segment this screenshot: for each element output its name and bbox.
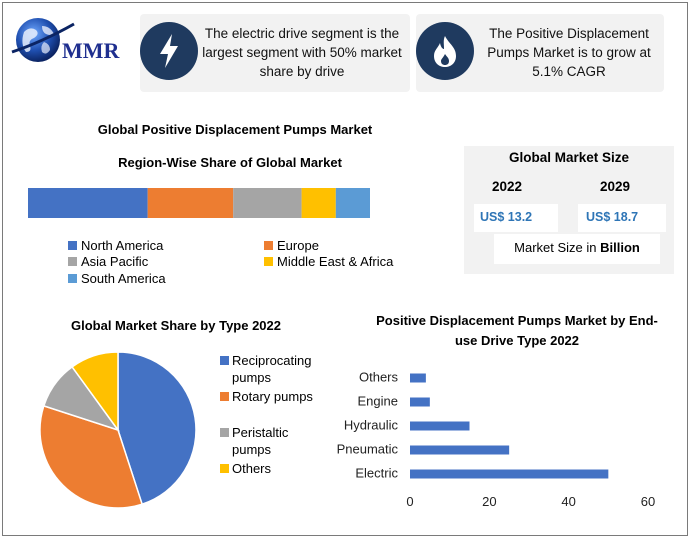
legend-swatch (220, 392, 229, 401)
pie-slice-3 (71, 351, 119, 433)
legend-swatch (68, 274, 77, 283)
x-tick-label: 20 (482, 494, 496, 509)
bar-0 (410, 373, 426, 383)
legend-swatch (220, 428, 229, 437)
pie-legend-reciprocating: Reciprocating pumps (220, 352, 322, 386)
legend-label: Middle East & Africa (277, 254, 394, 269)
pie-chart-title: Global Market Share by Type 2022 (70, 318, 281, 333)
legend-label: South America (81, 271, 166, 286)
globe-icon (11, 18, 75, 62)
legend-swatch (264, 241, 273, 250)
fact-card-electric-text: The electric drive segment is the larges… (202, 26, 402, 79)
market-size-value-2022-box: US$ 13.2 (474, 204, 558, 232)
fact-card-cagr: The Positive Displacement Pumps Market i… (416, 14, 664, 92)
pie-slice-1 (39, 404, 144, 509)
bar-category-label: Pneumatic (337, 442, 399, 457)
region-bar-segment-4 (335, 188, 370, 218)
legend-swatch (68, 257, 77, 266)
bar-category-label: Others (359, 370, 399, 385)
market-size-panel: Global Market Size 2022 2029 US$ 13.2 US… (464, 146, 674, 274)
x-tick-label: 60 (641, 494, 655, 509)
bar-chart-title: Positive Displacement Pumps Market by En… (376, 313, 658, 348)
type-pie-chart (39, 351, 197, 509)
legend-label: Asia Pacific (81, 254, 149, 269)
region-stacked-bar (28, 188, 370, 218)
market-size-title: Global Market Size (508, 150, 630, 165)
bar-3 (410, 445, 510, 455)
bar-4 (410, 469, 609, 479)
market-size-note-box: Market Size in Billion (494, 234, 660, 264)
legend-label: Rotary pumps (232, 389, 313, 404)
pie-legend-peristaltic: Peristaltic pumps (220, 424, 312, 458)
fact-card-cagr-text: The Positive Displacement Pumps Market i… (487, 26, 651, 79)
market-size-year-2022: 2022 (492, 179, 523, 194)
bar-category-label: Electric (355, 466, 398, 481)
legend-europe: Europe (264, 238, 319, 253)
legend-label: Reciprocating pumps (232, 353, 312, 385)
region-bar-segment-2 (233, 188, 302, 218)
pie-legend-others: Others (220, 460, 271, 477)
legend-swatch (264, 257, 273, 266)
market-size-value-2029: US$ 18.7 (586, 210, 639, 224)
bar-category-label: Hydraulic (344, 418, 399, 433)
x-tick-label: 40 (561, 494, 575, 509)
end-use-bar-chart: Others Engine Hydraulic Pneumatic Electric 0 2… (337, 370, 656, 510)
legend-swatch (220, 464, 229, 473)
logo-text: MMR (62, 38, 121, 63)
market-size-year-2029: 2029 (600, 179, 631, 194)
legend-swatch (68, 241, 77, 250)
mmr-logo: MMR (11, 18, 121, 63)
legend-label: Others (232, 461, 272, 476)
fact-card-electric: The electric drive segment is the larges… (140, 14, 410, 92)
legend-north-america: North America (68, 238, 163, 253)
legend-label: North America (81, 238, 164, 253)
lightning-bolt-icon (140, 22, 198, 80)
bar-category-label: Engine (358, 394, 398, 409)
region-section-title: Global Positive Displacement Pumps Marke… (97, 122, 373, 137)
legend-mea: Middle East & Africa (264, 254, 393, 269)
flame-icon (416, 22, 474, 80)
x-tick-label: 0 (406, 494, 413, 509)
pie-slice-0 (117, 351, 197, 506)
bar-1 (410, 397, 430, 407)
legend-south-america: South America (68, 271, 166, 286)
market-size-value-2022: US$ 13.2 (480, 210, 533, 224)
region-bar-segment-1 (147, 188, 234, 218)
bar-2 (410, 421, 470, 431)
region-bar-segment-0 (28, 188, 148, 218)
legend-asia-pacific: Asia Pacific (68, 254, 148, 269)
region-bar-segment-3 (301, 188, 336, 218)
pie-legend-rotary: Rotary pumps (220, 388, 332, 405)
market-size-value-2029-box: US$ 18.7 (578, 204, 666, 232)
market-size-note: Market Size in (514, 240, 601, 255)
legend-label: Peristaltic pumps (232, 425, 289, 457)
legend-label: Europe (277, 238, 319, 253)
market-size-note-unit: Billion (600, 240, 640, 255)
legend-swatch (220, 356, 229, 365)
region-section-subtitle: Region-Wise Share of Global Market (118, 155, 342, 170)
